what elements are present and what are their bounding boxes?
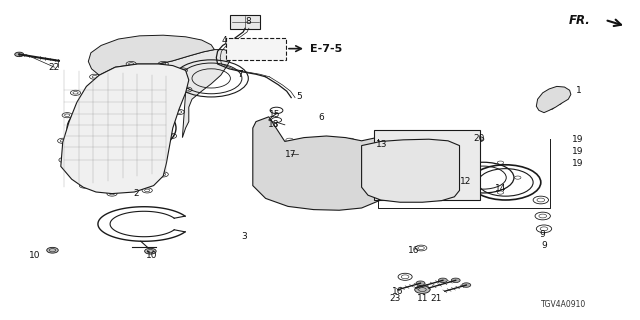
Text: 16: 16 xyxy=(392,287,404,296)
Circle shape xyxy=(462,283,471,287)
Circle shape xyxy=(109,165,128,174)
Text: 3: 3 xyxy=(242,232,247,241)
Circle shape xyxy=(544,105,554,110)
Text: 20: 20 xyxy=(473,134,484,143)
Text: 18: 18 xyxy=(268,120,280,129)
Text: E-7-5: E-7-5 xyxy=(310,44,342,54)
Text: 9: 9 xyxy=(540,230,545,239)
Circle shape xyxy=(276,145,364,188)
FancyBboxPatch shape xyxy=(230,15,260,29)
Circle shape xyxy=(430,154,443,160)
Text: 19: 19 xyxy=(572,147,583,156)
Circle shape xyxy=(307,160,333,173)
Circle shape xyxy=(266,139,374,194)
Circle shape xyxy=(380,157,439,187)
Text: 19: 19 xyxy=(572,135,583,144)
Text: 21: 21 xyxy=(431,294,442,303)
Polygon shape xyxy=(253,117,460,210)
Circle shape xyxy=(430,141,443,148)
Circle shape xyxy=(145,248,156,254)
Text: 10: 10 xyxy=(146,252,157,260)
Circle shape xyxy=(415,286,430,293)
Text: 22: 22 xyxy=(49,63,60,72)
Text: 1: 1 xyxy=(577,86,582,95)
FancyBboxPatch shape xyxy=(374,130,480,200)
Text: 15: 15 xyxy=(269,110,281,119)
Text: 2: 2 xyxy=(133,189,138,198)
Text: 10: 10 xyxy=(29,251,41,260)
Polygon shape xyxy=(88,35,214,75)
Text: 8: 8 xyxy=(246,17,251,26)
Polygon shape xyxy=(536,86,571,113)
Text: 12: 12 xyxy=(460,177,472,186)
Polygon shape xyxy=(61,64,189,194)
Circle shape xyxy=(557,93,567,99)
Circle shape xyxy=(438,278,447,283)
Text: 19: 19 xyxy=(572,159,583,168)
Text: 7: 7 xyxy=(237,70,243,79)
Circle shape xyxy=(47,247,58,253)
Text: 4: 4 xyxy=(221,36,227,44)
Circle shape xyxy=(552,100,562,105)
Circle shape xyxy=(288,150,352,182)
Text: 5: 5 xyxy=(297,92,302,101)
Text: 23: 23 xyxy=(390,294,401,303)
Circle shape xyxy=(102,118,141,138)
Text: 11: 11 xyxy=(417,294,428,303)
FancyBboxPatch shape xyxy=(226,38,286,60)
Circle shape xyxy=(15,52,24,57)
Text: 9: 9 xyxy=(541,241,547,250)
Text: 17: 17 xyxy=(285,150,297,159)
Polygon shape xyxy=(159,50,232,138)
Text: 14: 14 xyxy=(495,184,506,193)
Text: 13: 13 xyxy=(376,140,387,149)
Text: TGV4A0910: TGV4A0910 xyxy=(541,300,586,309)
Text: 6: 6 xyxy=(319,113,324,122)
Circle shape xyxy=(416,281,425,285)
Text: FR.: FR. xyxy=(568,14,590,27)
Polygon shape xyxy=(362,139,460,202)
Circle shape xyxy=(397,149,458,180)
Text: 16: 16 xyxy=(408,246,419,255)
Circle shape xyxy=(399,167,420,177)
Circle shape xyxy=(451,278,460,283)
Circle shape xyxy=(371,153,448,191)
